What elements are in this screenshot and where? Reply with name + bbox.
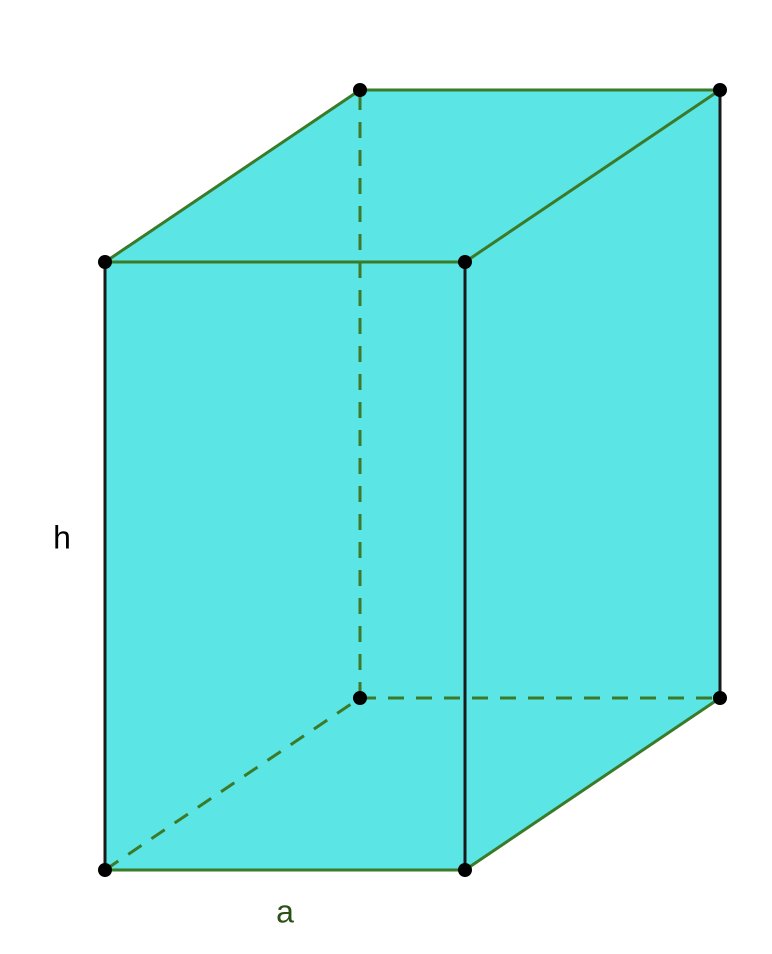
- prism-group: ah: [53, 83, 727, 929]
- prism-vertex: [98, 255, 112, 269]
- prism-vertex: [353, 83, 367, 97]
- prism-vertex: [458, 863, 472, 877]
- prism-svg: ah: [0, 0, 772, 954]
- prism-vertex: [353, 691, 367, 705]
- prism-vertex: [98, 863, 112, 877]
- dimension-label-a: a: [276, 893, 294, 929]
- prism-vertex: [713, 691, 727, 705]
- prism-vertex: [713, 83, 727, 97]
- prism-face: [105, 262, 465, 870]
- dimension-label-h: h: [53, 519, 71, 555]
- prism-vertex: [458, 255, 472, 269]
